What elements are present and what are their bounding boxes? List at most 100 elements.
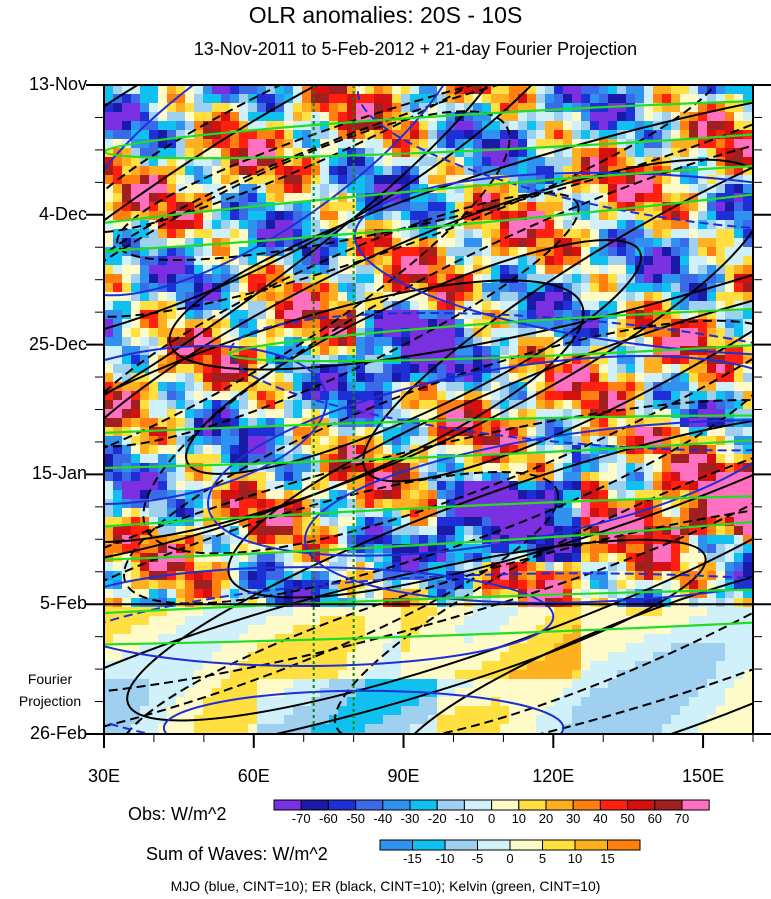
field-cell xyxy=(500,454,510,464)
field-cell xyxy=(212,535,222,545)
field-cell xyxy=(635,283,645,293)
field-cell xyxy=(410,229,420,239)
field-cell xyxy=(680,670,690,680)
field-cell xyxy=(194,661,204,671)
field-cell xyxy=(329,247,339,257)
field-cell xyxy=(158,436,168,446)
field-cell xyxy=(725,364,735,374)
field-cell xyxy=(239,517,249,527)
field-cell xyxy=(680,238,690,248)
field-cell xyxy=(644,193,654,203)
field-cell xyxy=(248,247,258,257)
field-cell xyxy=(653,292,663,302)
field-cell xyxy=(401,274,411,284)
field-cell xyxy=(698,148,708,158)
field-cell xyxy=(707,373,717,383)
field-cell xyxy=(617,166,627,176)
field-cell xyxy=(248,553,258,563)
field-cell xyxy=(167,589,177,599)
field-cell xyxy=(329,364,339,374)
field-cell xyxy=(194,85,204,95)
field-cell xyxy=(662,364,672,374)
field-cell xyxy=(257,292,267,302)
field-cell xyxy=(383,328,393,338)
field-cell xyxy=(653,391,663,401)
field-cell xyxy=(671,85,681,95)
field-cell xyxy=(500,373,510,383)
field-cell xyxy=(104,85,114,95)
field-cell xyxy=(419,571,429,581)
field-cell xyxy=(347,112,357,122)
field-cell xyxy=(221,274,231,284)
field-cell xyxy=(356,202,366,212)
field-cell xyxy=(554,400,564,410)
field-cell xyxy=(113,346,123,356)
field-cell xyxy=(653,364,663,374)
field-cell xyxy=(599,157,609,167)
field-cell xyxy=(572,517,582,527)
field-cell xyxy=(257,157,267,167)
field-cell xyxy=(122,175,132,185)
field-cell xyxy=(572,364,582,374)
field-cell xyxy=(527,292,537,302)
field-cell xyxy=(536,355,546,365)
field-cell xyxy=(644,112,654,122)
field-cell xyxy=(212,355,222,365)
field-cell xyxy=(239,175,249,185)
field-cell xyxy=(545,139,555,149)
field-cell xyxy=(239,571,249,581)
field-cell xyxy=(626,391,636,401)
field-cell xyxy=(122,652,132,662)
field-cell xyxy=(599,472,609,482)
field-cell xyxy=(500,625,510,635)
field-cell xyxy=(644,571,654,581)
field-cell xyxy=(410,139,420,149)
field-cell xyxy=(257,670,267,680)
field-cell xyxy=(716,238,726,248)
field-cell xyxy=(482,598,492,608)
field-cell xyxy=(419,598,429,608)
field-cell xyxy=(581,454,591,464)
field-cell xyxy=(329,274,339,284)
field-cell xyxy=(518,256,528,266)
field-cell xyxy=(149,517,159,527)
field-cell xyxy=(617,661,627,671)
field-cell xyxy=(266,256,276,266)
field-cell xyxy=(725,238,735,248)
field-cell xyxy=(698,544,708,554)
field-cell xyxy=(356,589,366,599)
field-cell xyxy=(581,166,591,176)
field-cell xyxy=(644,256,654,266)
field-cell xyxy=(266,139,276,149)
field-cell xyxy=(689,373,699,383)
field-cell xyxy=(689,481,699,491)
field-cell xyxy=(527,382,537,392)
field-cell xyxy=(581,283,591,293)
field-cell xyxy=(311,85,321,95)
field-cell xyxy=(536,292,546,302)
field-cell xyxy=(365,598,375,608)
field-cell xyxy=(707,175,717,185)
field-cell xyxy=(392,94,402,104)
field-cell xyxy=(356,85,366,95)
field-cell xyxy=(599,427,609,437)
field-cell xyxy=(734,409,744,419)
field-cell xyxy=(194,238,204,248)
field-cell xyxy=(581,652,591,662)
field-cell xyxy=(554,292,564,302)
field-cell xyxy=(716,166,726,176)
field-cell xyxy=(149,445,159,455)
field-cell xyxy=(167,400,177,410)
field-cell xyxy=(626,364,636,374)
field-cell xyxy=(293,634,303,644)
field-cell xyxy=(230,427,240,437)
field-cell xyxy=(725,445,735,455)
field-cell xyxy=(293,508,303,518)
field-cell xyxy=(689,571,699,581)
field-cell xyxy=(158,166,168,176)
field-cell xyxy=(725,517,735,527)
field-cell xyxy=(545,436,555,446)
field-cell xyxy=(698,193,708,203)
field-cell xyxy=(104,670,114,680)
field-cell xyxy=(401,463,411,473)
